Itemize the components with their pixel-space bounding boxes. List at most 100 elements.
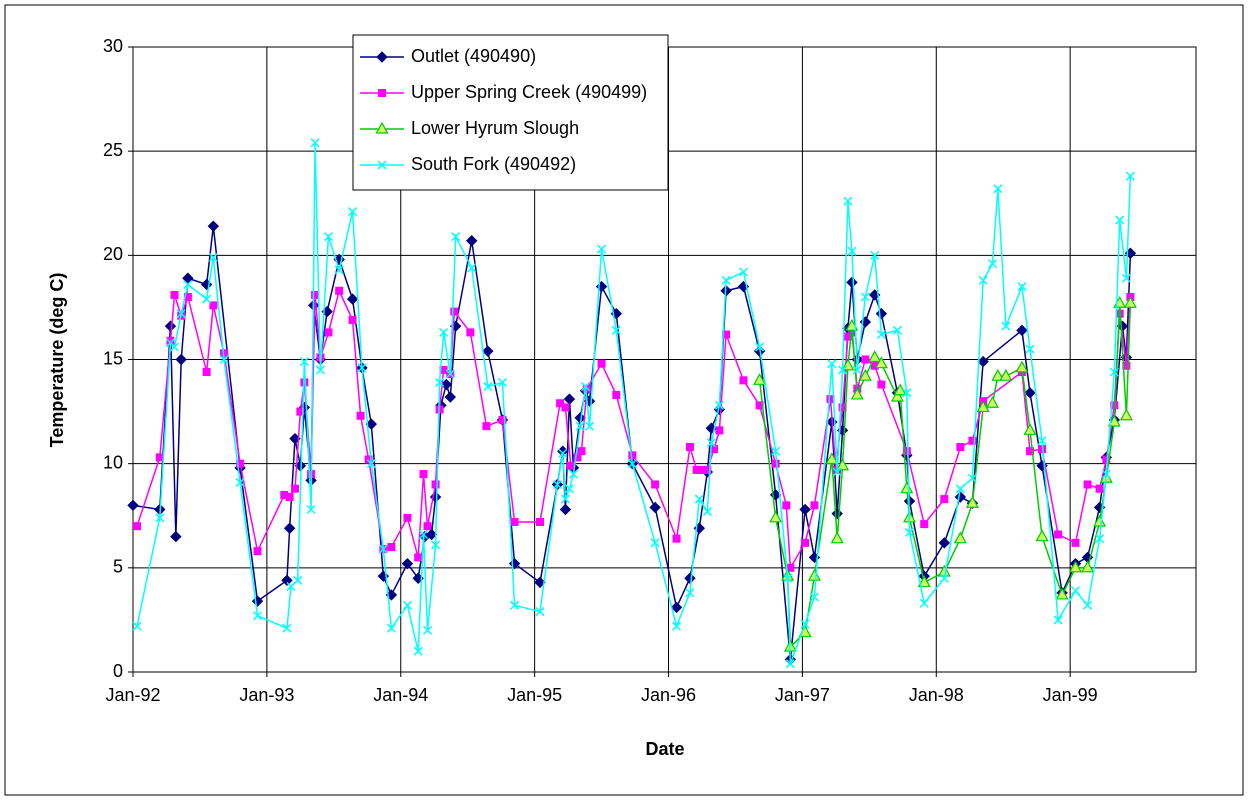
data-point xyxy=(166,336,175,345)
data-point xyxy=(692,465,701,474)
data-point xyxy=(1109,367,1119,377)
data-point xyxy=(378,544,388,554)
x-tick-label: Jan-92 xyxy=(105,685,160,705)
data-point xyxy=(838,403,847,412)
data-point xyxy=(573,453,582,462)
data-point xyxy=(702,507,712,517)
data-point xyxy=(401,557,414,570)
data-point xyxy=(296,407,305,416)
data-point xyxy=(508,557,521,570)
data-point xyxy=(799,503,811,516)
x-axis-title: Date xyxy=(645,739,684,759)
data-point xyxy=(830,531,844,544)
data-point xyxy=(902,388,912,398)
data-point xyxy=(299,357,309,367)
data-point xyxy=(860,292,870,302)
data-point xyxy=(650,538,660,548)
data-point xyxy=(782,501,791,510)
data-point xyxy=(559,503,572,516)
data-point xyxy=(715,426,724,435)
legend-marker xyxy=(376,51,388,63)
data-point xyxy=(703,465,712,474)
data-point xyxy=(1125,171,1135,181)
data-point xyxy=(435,377,445,387)
data-point xyxy=(801,538,810,547)
y-tick-label: 25 xyxy=(103,140,123,160)
data-point xyxy=(439,327,449,337)
data-point xyxy=(850,387,864,400)
data-point xyxy=(939,573,949,583)
data-point xyxy=(919,598,929,608)
data-point xyxy=(1053,615,1063,625)
y-tick-label: 15 xyxy=(103,348,123,368)
data-point xyxy=(348,315,357,324)
data-point xyxy=(324,328,333,337)
data-point xyxy=(978,275,988,285)
data-point xyxy=(419,470,428,479)
data-point xyxy=(439,365,448,374)
data-point xyxy=(694,494,704,504)
data-point xyxy=(1121,273,1131,283)
data-point xyxy=(1054,530,1063,539)
data-point xyxy=(235,477,245,487)
data-point xyxy=(164,320,177,332)
data-point xyxy=(611,325,621,335)
data-point xyxy=(670,601,683,614)
data-point xyxy=(672,621,682,631)
data-point xyxy=(1068,560,1083,573)
data-point xyxy=(832,467,842,477)
data-point xyxy=(1001,321,1011,331)
data-point xyxy=(202,294,212,304)
data-point xyxy=(356,411,365,420)
data-point xyxy=(1122,361,1131,370)
x-tick-label: Jan-98 xyxy=(909,685,964,705)
data-point xyxy=(467,263,477,273)
data-point xyxy=(202,368,211,376)
data-point xyxy=(738,267,749,277)
data-point xyxy=(387,543,396,551)
data-point xyxy=(346,293,359,305)
data-point xyxy=(1037,436,1047,446)
data-point xyxy=(902,447,911,456)
data-point xyxy=(1083,480,1092,489)
data-point xyxy=(1025,344,1035,354)
data-point xyxy=(236,459,245,468)
data-point xyxy=(769,510,783,523)
data-point xyxy=(722,330,731,339)
data-point xyxy=(425,528,438,541)
data-point xyxy=(1102,455,1111,464)
data-point xyxy=(482,345,494,357)
data-point xyxy=(874,356,888,369)
data-point xyxy=(280,490,289,499)
data-point xyxy=(870,250,880,260)
data-point xyxy=(938,537,951,549)
data-point xyxy=(175,353,187,366)
legend-marker xyxy=(375,121,389,134)
data-point xyxy=(561,403,570,412)
data-point xyxy=(334,265,344,275)
data-point xyxy=(628,451,637,460)
data-point xyxy=(431,480,440,489)
data-point xyxy=(431,540,441,550)
data-point xyxy=(133,522,142,531)
x-tick-label: Jan-94 xyxy=(373,685,428,705)
data-point xyxy=(560,494,570,504)
data-point xyxy=(132,621,142,631)
data-point xyxy=(843,332,852,341)
data-point xyxy=(348,207,358,217)
data-point xyxy=(535,607,545,617)
data-point xyxy=(697,465,706,474)
data-point xyxy=(870,361,879,370)
data-point xyxy=(176,309,186,319)
x-tick-label: Jan-99 xyxy=(1043,685,1098,705)
data-point xyxy=(584,421,595,431)
data-point xyxy=(534,576,546,589)
data-point xyxy=(1115,215,1125,225)
data-point xyxy=(556,399,565,408)
data-point xyxy=(684,572,696,584)
data-point xyxy=(987,259,998,269)
data-point xyxy=(563,393,576,405)
data-point xyxy=(1017,282,1027,292)
data-point xyxy=(445,369,455,379)
data-point xyxy=(900,481,914,494)
